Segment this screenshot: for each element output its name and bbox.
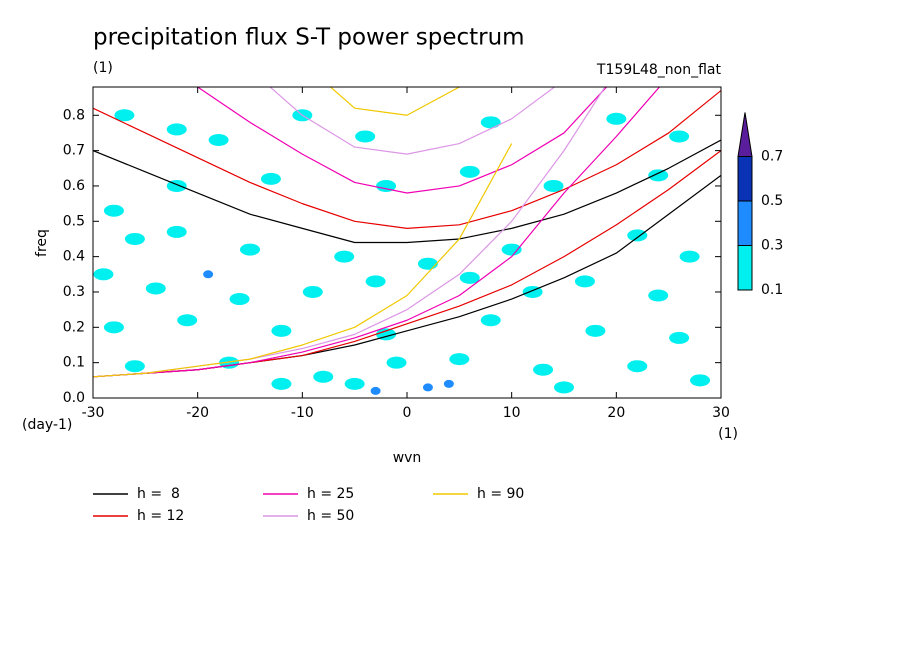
y-tick-label: 0.6 — [63, 178, 85, 194]
y-tick-label: 0.2 — [63, 319, 85, 335]
colorbar-label: 0.5 — [761, 193, 783, 209]
spectral-patch — [271, 377, 292, 390]
x-tick-label: -20 — [186, 405, 209, 421]
spectral-patch — [543, 179, 564, 192]
colorbar-label: 0.7 — [761, 149, 783, 165]
y-tick-label: 0.5 — [63, 213, 85, 229]
spectral-patch — [422, 383, 433, 392]
dispersion-curve — [93, 87, 661, 378]
colorbar-label: 0.1 — [761, 282, 783, 298]
y-tick-label: 0.1 — [63, 355, 85, 371]
dispersion-curve — [329, 87, 460, 116]
dispersion-curve — [197, 87, 608, 194]
dispersion-curve — [93, 87, 606, 378]
y-tick-label: 0.8 — [63, 107, 85, 123]
spectral-patch — [480, 116, 501, 129]
spectral-patch — [177, 314, 198, 327]
legend-label: h = 12 — [137, 508, 184, 524]
dispersion-curve — [93, 174, 721, 378]
spectral-patch — [459, 271, 480, 284]
spectral-patch — [302, 285, 323, 298]
chart-title: precipitation flux S-T power spectrum — [93, 25, 525, 51]
spectral-patch — [627, 360, 648, 373]
y-axis-label: freq — [34, 229, 50, 257]
spectral-patch — [271, 324, 292, 337]
spectral-patch — [679, 250, 700, 263]
spectral-patch — [344, 377, 365, 390]
spectral-patch — [166, 225, 187, 238]
legend-label: h = 8 — [137, 486, 180, 502]
dispersion-curve — [269, 87, 556, 155]
dispersion-curve — [93, 139, 721, 244]
spectral-patch — [690, 374, 711, 387]
x-axis-label: wvn — [393, 450, 422, 466]
legend-label: h = 90 — [477, 486, 524, 502]
spectral-patch — [124, 360, 145, 373]
run-label: T159L48_non_flat — [596, 62, 722, 78]
spectral-patch — [648, 169, 669, 182]
x-tick-label: 30 — [712, 405, 730, 421]
spectral-patch — [208, 134, 229, 147]
colorbar-label: 0.3 — [761, 238, 783, 254]
spectral-patch — [574, 275, 595, 288]
spectral-patch — [449, 353, 470, 366]
x-tick-label: 0 — [403, 405, 412, 421]
subtitle: (1) — [93, 60, 113, 76]
spectral-patch — [166, 123, 187, 136]
spectral-patch — [669, 331, 690, 344]
colorbar-arrow — [737, 112, 753, 157]
spectral-patch — [443, 379, 454, 388]
spectral-patch — [114, 109, 135, 122]
spectral-patch — [370, 386, 381, 395]
colorbar-box — [737, 245, 753, 291]
colorbar-box — [737, 156, 753, 202]
spectral-patch — [501, 243, 522, 256]
legend-label: h = 25 — [307, 486, 354, 502]
spectral-patch — [480, 314, 501, 327]
spectral-patch — [627, 229, 648, 242]
spectral-patch — [554, 381, 574, 394]
spectral-patch — [145, 282, 166, 295]
spectral-patch — [260, 172, 281, 185]
dispersion-curve — [93, 143, 513, 378]
y-tick-label: 0.7 — [63, 143, 85, 159]
spectral-patch — [533, 363, 554, 376]
x-tick-label: 10 — [503, 405, 521, 421]
spectral-patch — [648, 289, 669, 302]
spectral-patch — [229, 293, 250, 306]
spectral-patch — [585, 324, 606, 337]
x-tick-label: -30 — [82, 405, 105, 421]
spectral-patch — [334, 250, 355, 263]
spectral-patch — [124, 232, 145, 245]
y-unit: (day-1) — [22, 417, 72, 433]
spectral-patch — [606, 112, 627, 125]
spectral-patch — [240, 243, 260, 256]
spectral-patch — [355, 130, 376, 143]
spectral-patch — [669, 130, 690, 143]
x-tick-label: 20 — [607, 405, 625, 421]
y-tick-label: 0.0 — [63, 390, 85, 406]
y-tick-label: 0.4 — [63, 249, 85, 265]
dispersion-curve — [93, 90, 721, 229]
y-tick-label: 0.3 — [63, 284, 85, 300]
spectral-patch — [103, 321, 124, 334]
spectral-patch — [459, 165, 480, 178]
line-layer — [93, 87, 721, 378]
x-unit: (1) — [718, 426, 738, 442]
spectral-patch — [313, 370, 334, 383]
spectral-patch — [376, 179, 397, 192]
spectral-patch — [93, 268, 114, 281]
spectral-patch — [417, 257, 438, 270]
colorbar-box — [737, 200, 753, 246]
spectral-patch — [365, 275, 386, 288]
legend-label: h = 50 — [307, 508, 354, 524]
spectral-patch — [103, 204, 124, 217]
x-tick-label: -10 — [291, 405, 314, 421]
spectral-patch — [386, 356, 407, 369]
spectral-patch — [203, 270, 214, 279]
dispersion-curve — [93, 150, 721, 378]
